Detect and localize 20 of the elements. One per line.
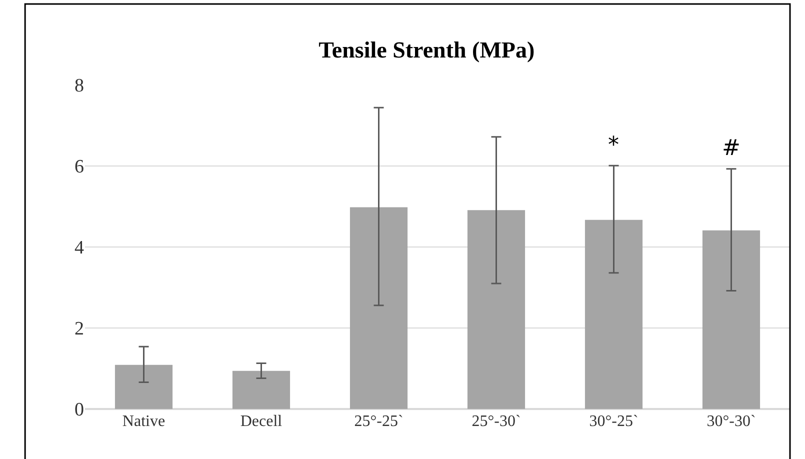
bar: [350, 207, 408, 409]
x-tick-label: Native: [122, 413, 166, 430]
x-tick-label: 25°-25`: [354, 413, 404, 430]
x-tick-label: 30°-30`: [706, 413, 756, 430]
bar: [114, 364, 173, 409]
y-tick-label: 8: [74, 76, 84, 97]
bar: [232, 370, 290, 409]
y-tick-label: 6: [74, 156, 84, 178]
x-tick-label: 30°-25`: [589, 413, 638, 430]
annotation: *: [608, 133, 619, 158]
x-tick-label: Decell: [240, 413, 283, 430]
bar: [467, 210, 526, 409]
y-tick-label: 4: [74, 238, 84, 259]
x-tick-label: 25°-30`: [472, 413, 521, 430]
annotation: #: [722, 136, 740, 161]
y-tick-label: 0: [74, 400, 84, 421]
y-tick-label: 2: [74, 318, 84, 340]
chart-title: Tensile Strenth (MPa): [318, 37, 535, 62]
bar: [702, 230, 760, 409]
bar: [584, 220, 643, 409]
